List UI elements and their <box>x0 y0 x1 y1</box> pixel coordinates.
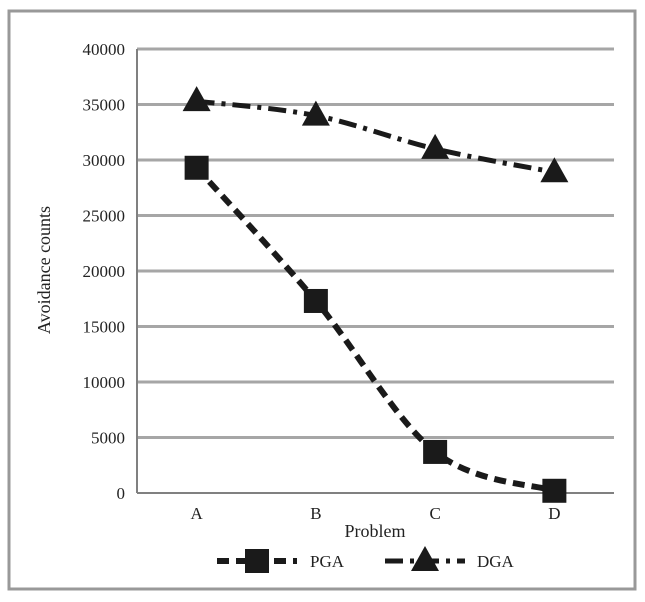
data-point-dga <box>540 157 569 183</box>
data-point-dga <box>421 133 450 159</box>
series <box>182 86 569 503</box>
data-point-dga <box>182 86 211 112</box>
x-tick-label: B <box>310 504 321 523</box>
series-line-pga <box>194 165 556 494</box>
y-tick-label: 0 <box>117 484 126 503</box>
x-tick-label: C <box>429 504 440 523</box>
gridlines <box>137 47 614 439</box>
x-axis-label: Problem <box>345 521 406 541</box>
y-tick-label: 30000 <box>83 151 126 170</box>
x-tick-label: D <box>548 504 560 523</box>
data-point-pga <box>423 439 448 464</box>
y-tick-label: 40000 <box>83 40 126 59</box>
x-tick-label: A <box>190 504 203 523</box>
legend-marker-dga <box>411 546 439 571</box>
axes: 0 5000 10000 15000 20000 25000 30000 35000 40000… <box>83 40 614 523</box>
data-point-dga <box>301 100 330 126</box>
legend-label-pga: PGA <box>310 552 345 571</box>
legend-label-dga: DGA <box>477 552 515 571</box>
y-tick-label: 5000 <box>91 429 125 448</box>
y-axis-label: Avoidance counts <box>34 206 54 334</box>
series-line-dga <box>196 98 555 175</box>
data-point-pga <box>303 288 328 313</box>
y-tick-label: 35000 <box>83 96 126 115</box>
data-point-pga <box>184 155 209 180</box>
y-tick-label: 20000 <box>83 262 126 281</box>
legend: PGA DGA <box>217 546 515 573</box>
data-point-pga <box>542 478 567 503</box>
y-tick-label: 25000 <box>83 207 126 226</box>
y-tick-label: 10000 <box>83 373 126 392</box>
legend-marker-pga <box>245 549 269 573</box>
y-tick-label: 15000 <box>83 318 126 337</box>
